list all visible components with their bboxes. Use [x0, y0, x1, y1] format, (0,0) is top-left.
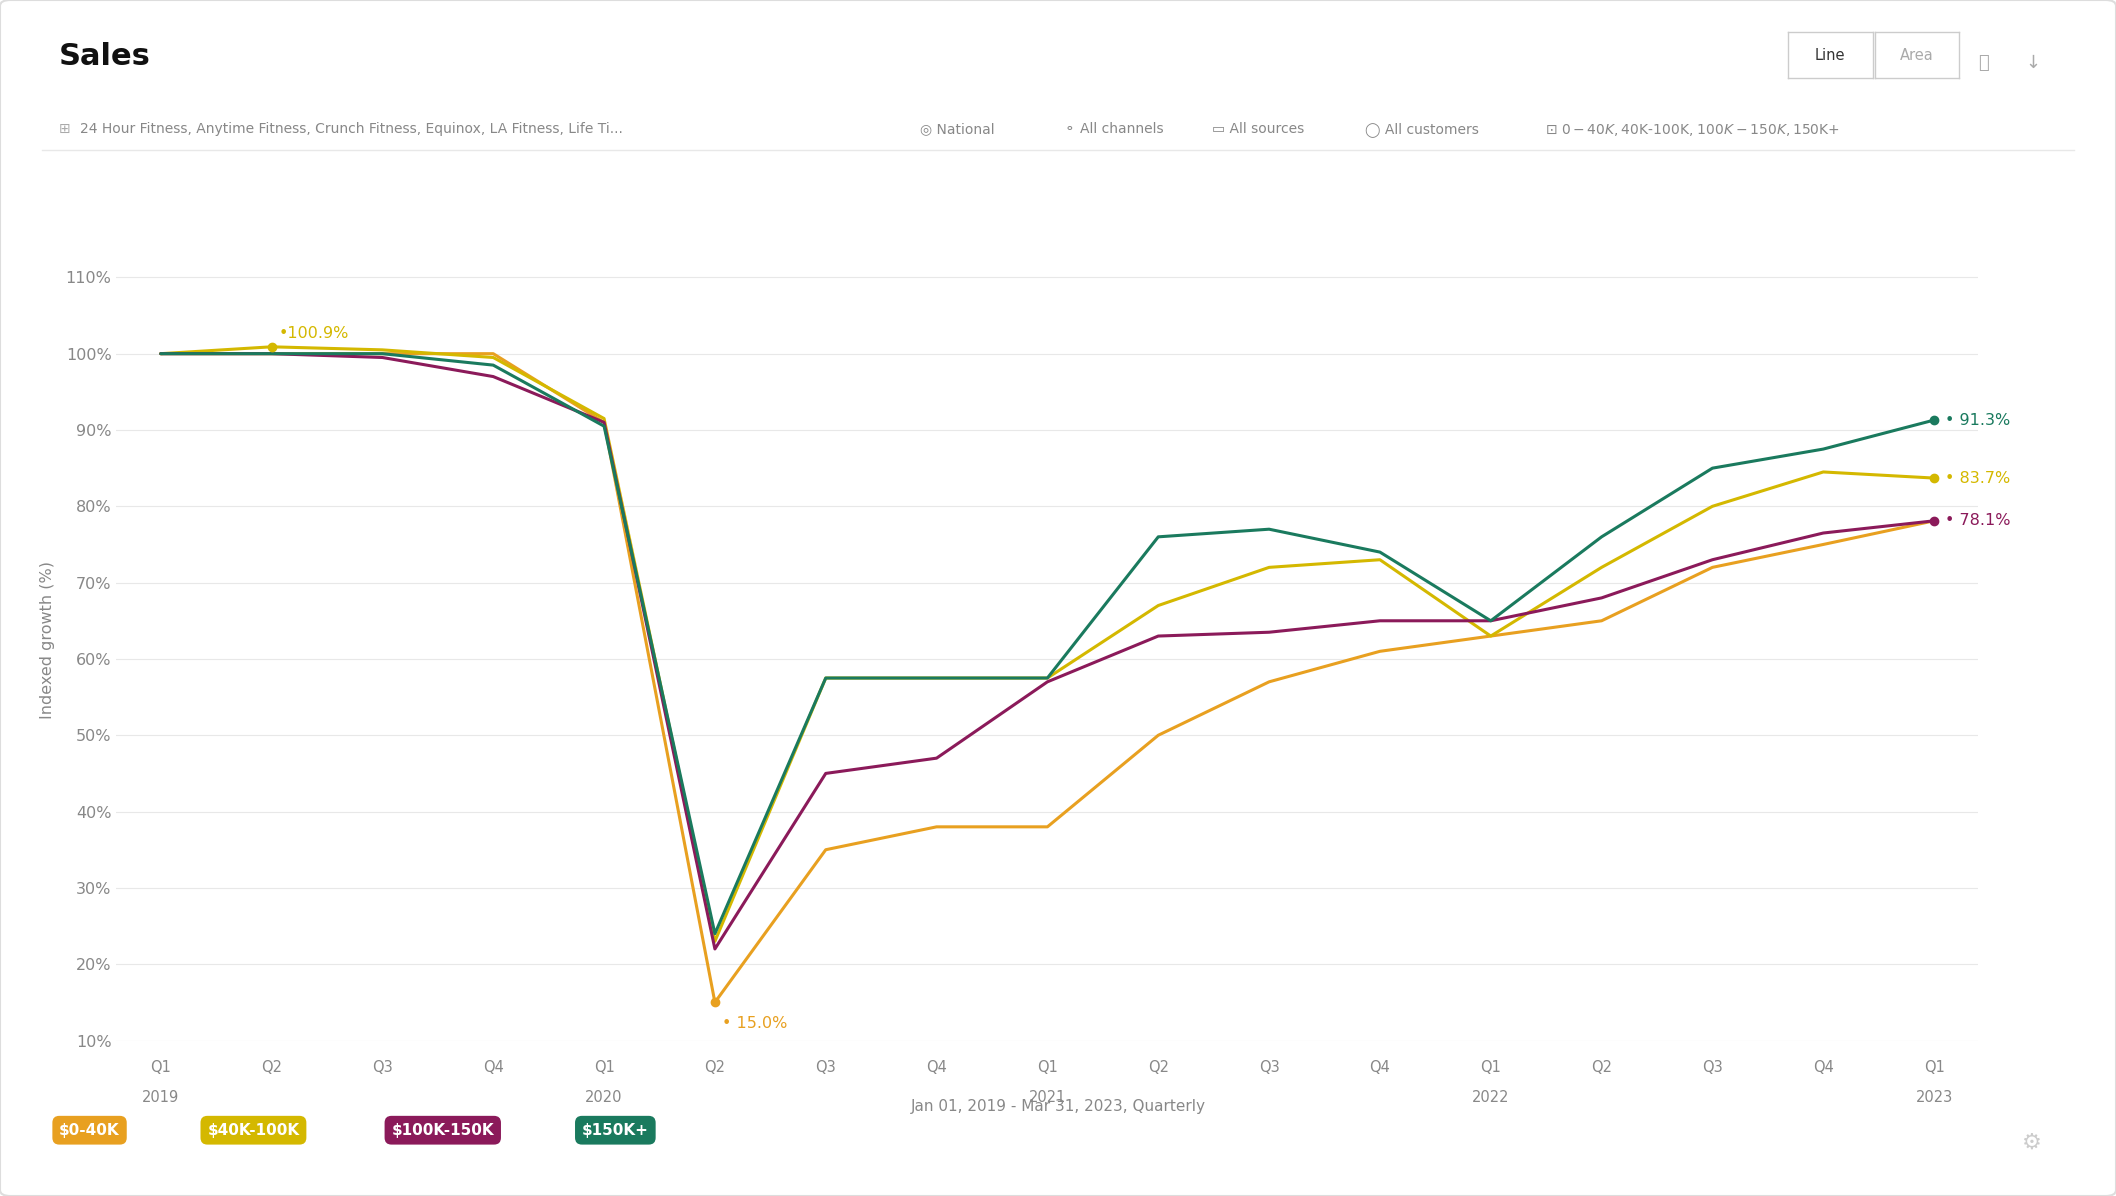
- Text: Jan 01, 2019 - Mar 31, 2023, Quarterly: Jan 01, 2019 - Mar 31, 2023, Quarterly: [910, 1099, 1206, 1113]
- Text: Q3: Q3: [815, 1060, 836, 1074]
- Text: Q1: Q1: [1481, 1060, 1500, 1074]
- Text: • 91.3%: • 91.3%: [1945, 413, 2010, 427]
- Text: ▭ All sources: ▭ All sources: [1212, 122, 1306, 136]
- Text: Area: Area: [1900, 48, 1934, 62]
- Y-axis label: Indexed growth (%): Indexed growth (%): [40, 561, 55, 719]
- Text: Q1: Q1: [1923, 1060, 1945, 1074]
- Text: Q4: Q4: [1813, 1060, 1835, 1074]
- Text: ◯ All customers: ◯ All customers: [1365, 122, 1479, 136]
- Text: 24 Hour Fitness, Anytime Fitness, Crunch Fitness, Equinox, LA Fitness, Life Ti..: 24 Hour Fitness, Anytime Fitness, Crunch…: [80, 122, 624, 136]
- Text: $150K+: $150K+: [582, 1123, 650, 1137]
- Text: • 15.0%: • 15.0%: [722, 1017, 787, 1031]
- Text: Q4: Q4: [1369, 1060, 1390, 1074]
- Text: ⚬ All channels: ⚬ All channels: [1064, 122, 1164, 136]
- Text: Q2: Q2: [1147, 1060, 1168, 1074]
- Text: ⊞: ⊞: [59, 122, 70, 136]
- Text: Q3: Q3: [1701, 1060, 1722, 1074]
- Text: • 83.7%: • 83.7%: [1945, 470, 2010, 486]
- Text: Q1: Q1: [150, 1060, 171, 1074]
- Text: ◎ National: ◎ National: [920, 122, 995, 136]
- Text: Line: Line: [1816, 48, 1845, 62]
- Text: ↓: ↓: [2025, 54, 2040, 72]
- Text: ⧉: ⧉: [1978, 54, 1989, 72]
- Text: Q1: Q1: [595, 1060, 614, 1074]
- Text: •100.9%: •100.9%: [279, 327, 349, 341]
- Text: Q2: Q2: [260, 1060, 281, 1074]
- Text: 2022: 2022: [1473, 1090, 1509, 1105]
- Text: $100K-150K: $100K-150K: [391, 1123, 493, 1137]
- Text: 2019: 2019: [142, 1090, 180, 1105]
- Text: ⚙: ⚙: [2023, 1133, 2042, 1152]
- Text: • 78.1%: • 78.1%: [1945, 513, 2010, 529]
- Text: Q3: Q3: [372, 1060, 394, 1074]
- Text: Q2: Q2: [1591, 1060, 1612, 1074]
- Text: 2021: 2021: [1028, 1090, 1066, 1105]
- Text: Q4: Q4: [927, 1060, 948, 1074]
- Text: Q4: Q4: [482, 1060, 504, 1074]
- Text: Q1: Q1: [1037, 1060, 1058, 1074]
- Text: Q2: Q2: [705, 1060, 726, 1074]
- Text: ⊡ $0-40K, $40K-100K, $100K-150K, $150K+: ⊡ $0-40K, $40K-100K, $100K-150K, $150K+: [1545, 122, 1839, 138]
- Text: $0-40K: $0-40K: [59, 1123, 121, 1137]
- Text: Sales: Sales: [59, 42, 150, 71]
- Text: Q3: Q3: [1259, 1060, 1280, 1074]
- Text: 2023: 2023: [1915, 1090, 1953, 1105]
- Text: 2020: 2020: [586, 1090, 622, 1105]
- Text: $40K-100K: $40K-100K: [207, 1123, 300, 1137]
